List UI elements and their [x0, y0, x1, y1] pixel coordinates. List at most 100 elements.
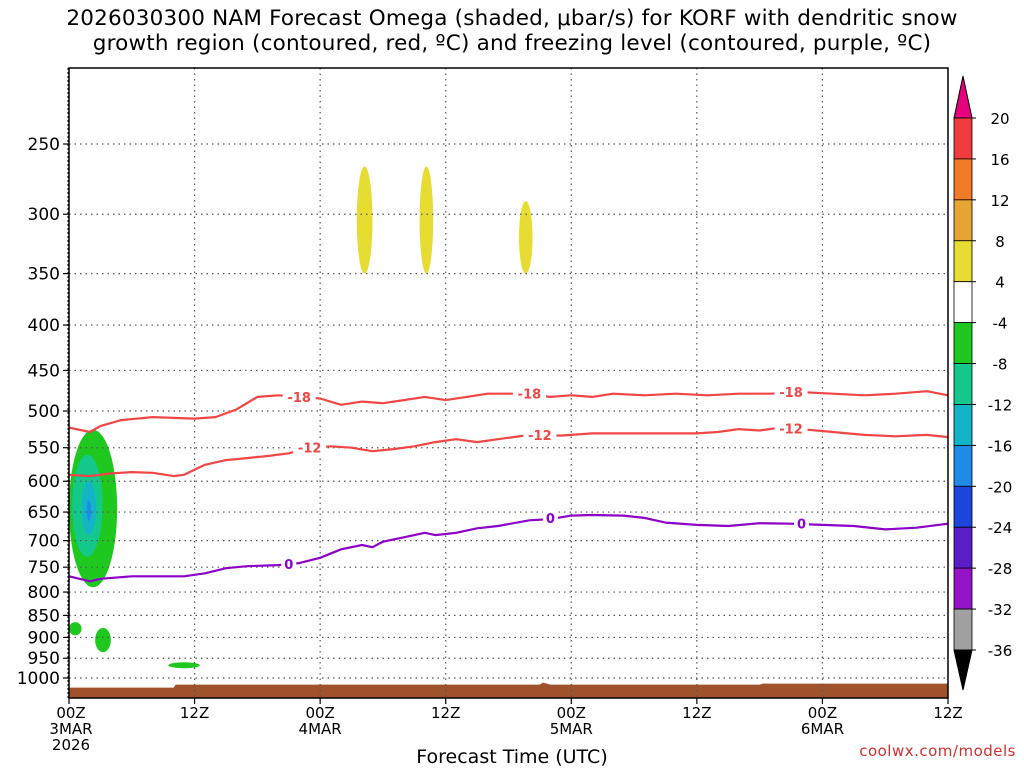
colorbar-label: 4: [995, 274, 1005, 292]
contour-label-bg: [523, 426, 557, 443]
colorbar-box: [953, 444, 973, 487]
x-tick-label: 5MAR: [550, 720, 593, 738]
contour-line-minus12: [68, 426, 949, 478]
x-tick-label: 00Z: [808, 704, 837, 722]
y-tick-label: 1000: [17, 669, 60, 689]
colorbar-box: [953, 567, 973, 610]
omega-yellow-3: [518, 201, 533, 274]
contour-line-freezing_level: [68, 513, 949, 583]
omega-yellow-2: [419, 166, 434, 274]
y-tick-label: 350: [28, 265, 60, 285]
colorbar-label: -32: [988, 601, 1013, 619]
colorbar-box: [953, 404, 973, 446]
omega-green-small-3: [168, 662, 200, 669]
contour-label-bg: [774, 420, 808, 437]
plot-frame: [67, 67, 949, 699]
y-tick-label: 750: [28, 558, 60, 578]
colorbar-label: -28: [988, 560, 1013, 578]
x-axis-label: Forecast Time (UTC): [416, 746, 608, 768]
colorbar-box: [953, 608, 973, 651]
colorbar-box: [953, 485, 973, 528]
contour-label-bg: [794, 515, 809, 532]
credit-text: coolwx.com/models: [859, 742, 1016, 760]
colorbar-box: [953, 158, 973, 201]
colorbar-box: [953, 526, 973, 569]
y-tick-label: 550: [28, 439, 60, 459]
title-line-1: 2026030300 NAM Forecast Omega (shaded, μ…: [66, 6, 958, 31]
x-tick-label: 2026: [52, 736, 90, 754]
contour-label-bg: [293, 439, 327, 456]
y-tick-label: 500: [28, 402, 60, 422]
omega-shading-layer: [69, 166, 533, 669]
x-tick-label: 12Z: [682, 704, 711, 722]
colorbar-box: [953, 281, 973, 324]
contour-line-minus18: [68, 390, 949, 434]
terrain-surface: [69, 682, 948, 698]
y-tick-label: 400: [28, 316, 60, 336]
colorbar-box: [953, 322, 973, 364]
title-line-2: growth region (contoured, red, ºC) and f…: [92, 31, 932, 56]
colorbar-label: 12: [990, 192, 1009, 210]
omega-blue-core: [86, 500, 91, 521]
contour-label-bg: [282, 388, 316, 405]
y-tick-label: 900: [28, 628, 60, 648]
contour-label-bg: [281, 556, 297, 573]
x-tick-label: 3MAR: [49, 720, 92, 738]
contour-label-minus12: -12: [528, 429, 552, 444]
contour-label-bg: [774, 384, 808, 401]
x-tick-label: 6MAR: [801, 720, 844, 738]
contour-label-minus12: -12: [779, 422, 803, 437]
contour-label-minus18: -18: [518, 388, 542, 403]
contour-label-minus18: -18: [287, 391, 311, 406]
colorbar-label: -8: [993, 356, 1008, 374]
chart-title: 2026030300 NAM Forecast Omega (shaded, μ…: [0, 6, 1024, 56]
contour-label-freezing_level: 0: [797, 518, 806, 533]
plot-border: [68, 67, 949, 699]
colorbar-top-arrow: [953, 75, 973, 119]
colorbar-label: 8: [995, 233, 1005, 251]
y-tick-label: 250: [28, 135, 60, 155]
y-tick-label: 300: [28, 205, 60, 225]
colorbar-label: 20: [990, 110, 1009, 128]
omega-green-small-1: [69, 622, 82, 636]
grid-layer: [69, 68, 948, 698]
colorbar-box: [953, 240, 973, 283]
colorbar-label: -20: [988, 478, 1013, 496]
contour-label-bg: [542, 509, 558, 526]
colorbar-label: -36: [988, 642, 1013, 660]
y-tick-label: 450: [28, 361, 60, 381]
contour-label-bg: [512, 385, 546, 402]
y-tick-label: 850: [28, 606, 60, 626]
colorbar-box: [953, 117, 973, 160]
colorbar-bottom-arrow: [953, 649, 973, 691]
omega-green-small-2: [95, 627, 111, 653]
x-tick-label: 12Z: [933, 704, 962, 722]
y-axis: 2503003504004505005506006507007508008509…: [17, 135, 69, 689]
colorbar-label: -4: [993, 315, 1008, 333]
colorbar-label: -24: [988, 519, 1013, 537]
y-tick-label: 700: [28, 532, 60, 552]
contour-label-minus18: -18: [779, 386, 803, 401]
x-tick-label: 12Z: [180, 704, 209, 722]
colorbar-label: -16: [988, 437, 1013, 455]
y-tick-label: 650: [28, 503, 60, 523]
contour-label-minus12: -12: [298, 442, 322, 457]
colorbar-label: -12: [988, 396, 1013, 414]
y-tick-label: 600: [28, 472, 60, 492]
x-tick-label: 12Z: [431, 704, 460, 722]
colorbar: 20 16 12 8 4 -4 -8 -12 -16 -20 -24 -28 -32 -36: [953, 75, 1013, 691]
contour-label-freezing_level: 0: [546, 512, 555, 527]
colorbar-box: [953, 363, 973, 405]
x-tick-label: 4MAR: [299, 720, 342, 738]
contour-label-freezing_level: 0: [284, 558, 293, 573]
x-tick-label: 00Z: [56, 704, 85, 722]
colorbar-label: 16: [990, 151, 1009, 169]
terrain-layer: [69, 682, 948, 698]
colorbar-box: [953, 199, 973, 242]
omega-yellow-1: [356, 166, 373, 274]
x-tick-label: 00Z: [557, 704, 586, 722]
y-tick-label: 800: [28, 583, 60, 603]
y-tick-label: 950: [28, 649, 60, 669]
